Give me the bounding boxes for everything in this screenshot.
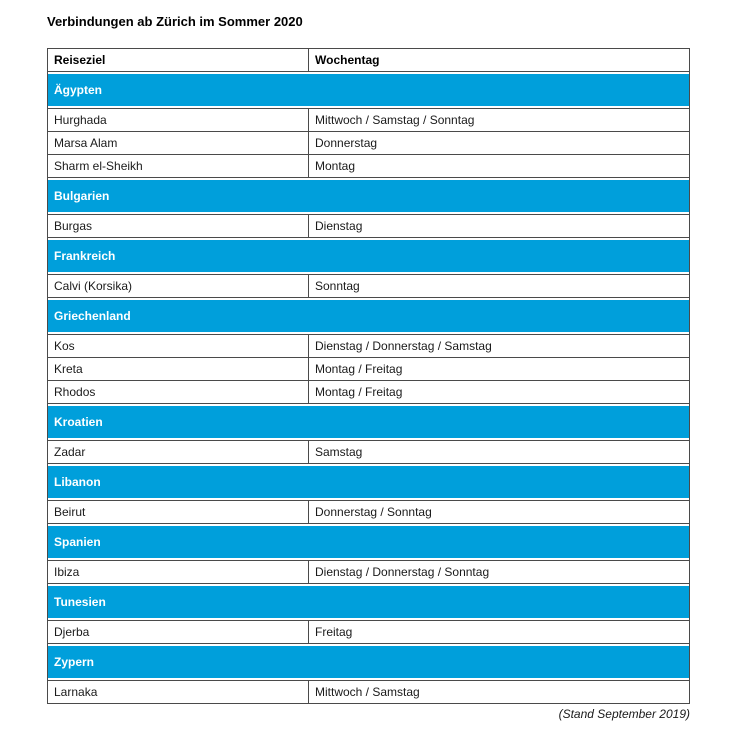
destination-cell: Larnaka [48,681,309,703]
table-row: Ibiza Dienstag / Donnerstag / Sonntag [48,560,689,584]
table-row: Rhodos Montag / Freitag [48,381,689,404]
status-footnote: (Stand September 2019) [558,707,690,721]
country-band: Griechenland [48,300,689,332]
table-row: Marsa Alam Donnerstag [48,132,689,155]
country-band: Libanon [48,466,689,498]
weekday-cell: Mittwoch / Samstag / Sonntag [315,113,475,127]
destination-cell: Hurghada [48,109,309,131]
country-band: Zypern [48,646,689,678]
country-band: Frankreich [48,240,689,272]
column-header-wochentag: Wochentag [315,53,380,67]
destination-cell: Calvi (Korsika) [48,275,309,297]
destination-cell: Burgas [48,215,309,237]
table-row: Burgas Dienstag [48,214,689,238]
destination-cell: Ibiza [48,561,309,583]
table-row: Kreta Montag / Freitag [48,358,689,381]
table-row: Beirut Donnerstag / Sonntag [48,500,689,524]
weekday-cell: Dienstag / Donnerstag / Sonntag [315,565,490,579]
table-row: Djerba Freitag [48,620,689,644]
country-band: Ägypten [48,74,689,106]
country-band: Bulgarien [48,180,689,212]
table-row: Larnaka Mittwoch / Samstag [48,680,689,703]
table-body: Ägypten Hurghada Mittwoch / Samstag / Sonn… [48,74,689,703]
connections-table: Reiseziel Wochentag Ägypten Hurghada Mittw… [47,48,690,704]
table-row: Sharm el-Sheikh Montag [48,155,689,178]
destination-cell: Djerba [48,621,309,643]
document-page: Verbindungen ab Zürich im Sommer 2020 Re… [0,13,730,734]
weekday-cell: Samstag [315,445,363,459]
weekday-cell: Dienstag / Donnerstag / Samstag [315,339,492,353]
destination-cell: Beirut [48,501,309,523]
country-band: Spanien [48,526,689,558]
weekday-cell: Dienstag [315,219,363,233]
weekday-cell: Montag / Freitag [315,385,403,399]
weekday-cell: Sonntag [315,279,360,293]
weekday-cell: Montag [315,159,356,173]
destination-cell: Zadar [48,441,309,463]
table-row: Hurghada Mittwoch / Samstag / Sonntag [48,108,689,132]
country-band: Tunesien [48,586,689,618]
table-row: Calvi (Korsika) Sonntag [48,274,689,298]
page-title: Verbindungen ab Zürich im Sommer 2020 [47,14,303,29]
table-row: Kos Dienstag / Donnerstag / Samstag [48,334,689,358]
weekday-cell: Montag / Freitag [315,362,403,376]
column-header-reiseziel: Reiseziel [48,49,309,71]
destination-cell: Rhodos [48,381,309,403]
weekday-cell: Freitag [315,625,353,639]
destination-cell: Marsa Alam [48,132,309,154]
table-header-row: Reiseziel Wochentag [48,49,689,72]
destination-cell: Kos [48,335,309,357]
destination-cell: Sharm el-Sheikh [48,155,309,177]
destination-cell: Kreta [48,358,309,380]
table-row: Zadar Samstag [48,440,689,464]
country-band: Kroatien [48,406,689,438]
weekday-cell: Mittwoch / Samstag [315,685,420,699]
weekday-cell: Donnerstag / Sonntag [315,505,432,519]
weekday-cell: Donnerstag [315,136,378,150]
